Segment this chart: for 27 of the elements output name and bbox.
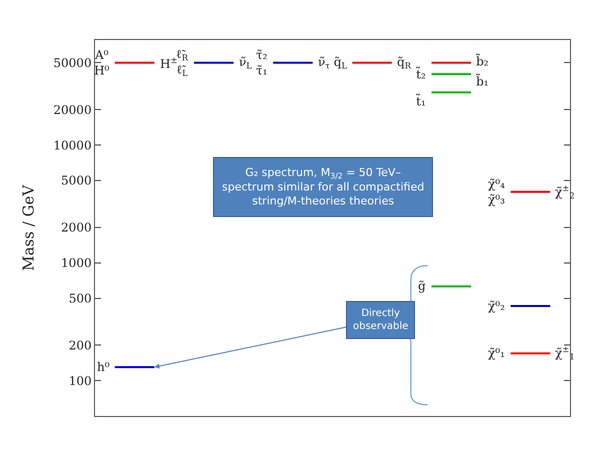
y-tick-label: 5000 [61, 174, 92, 188]
annotation: h⁰ [97, 360, 110, 374]
annotation: G₂ spectrum, M$_{3/2}$ = 50 TeV– spectrum similar for all compactified string/M-theories theories [222, 166, 424, 208]
y-tick-label: 10000 [53, 138, 92, 152]
y-tick-label: 100 [68, 374, 92, 388]
annotation: ν̃$_{L}$ [239, 55, 252, 71]
annotation: t̃₁ [416, 93, 426, 109]
annotation: τ̃₂ τ̃₁ [256, 48, 268, 78]
annotation: χ̃⁰₄ χ̃⁰₃ [488, 177, 506, 207]
y-tick-label: 50000 [53, 56, 92, 70]
annotation: b̃₁ [476, 73, 489, 89]
y-tick-label: 500 [68, 291, 92, 306]
annotation: t̃₂ [416, 66, 426, 82]
annotation: ν̃$_{τ}$ q̃$_{L}$ [318, 55, 348, 71]
y-tick-label: 2000 [61, 220, 92, 235]
annotation: Directly observable [353, 308, 408, 332]
y-tick-label: 1000 [61, 256, 92, 270]
annotation: χ̃⁰₁ [488, 346, 505, 360]
annotation: χ̃⁰₂ [488, 299, 506, 313]
y-tick-label: 20000 [53, 102, 92, 117]
annotation: b̃₂ [476, 53, 489, 69]
y-tick-label: 200 [68, 338, 92, 352]
y-axis-title: Mass / GeV [20, 184, 38, 271]
annotation: g̃ [418, 279, 426, 293]
annotation: ℓ̃$_{R}$ ℓ̃$_{L}$ [176, 47, 189, 78]
annotation: q̃$_{R}$ [397, 55, 412, 71]
annotation: H$^{±}$ [160, 55, 178, 72]
